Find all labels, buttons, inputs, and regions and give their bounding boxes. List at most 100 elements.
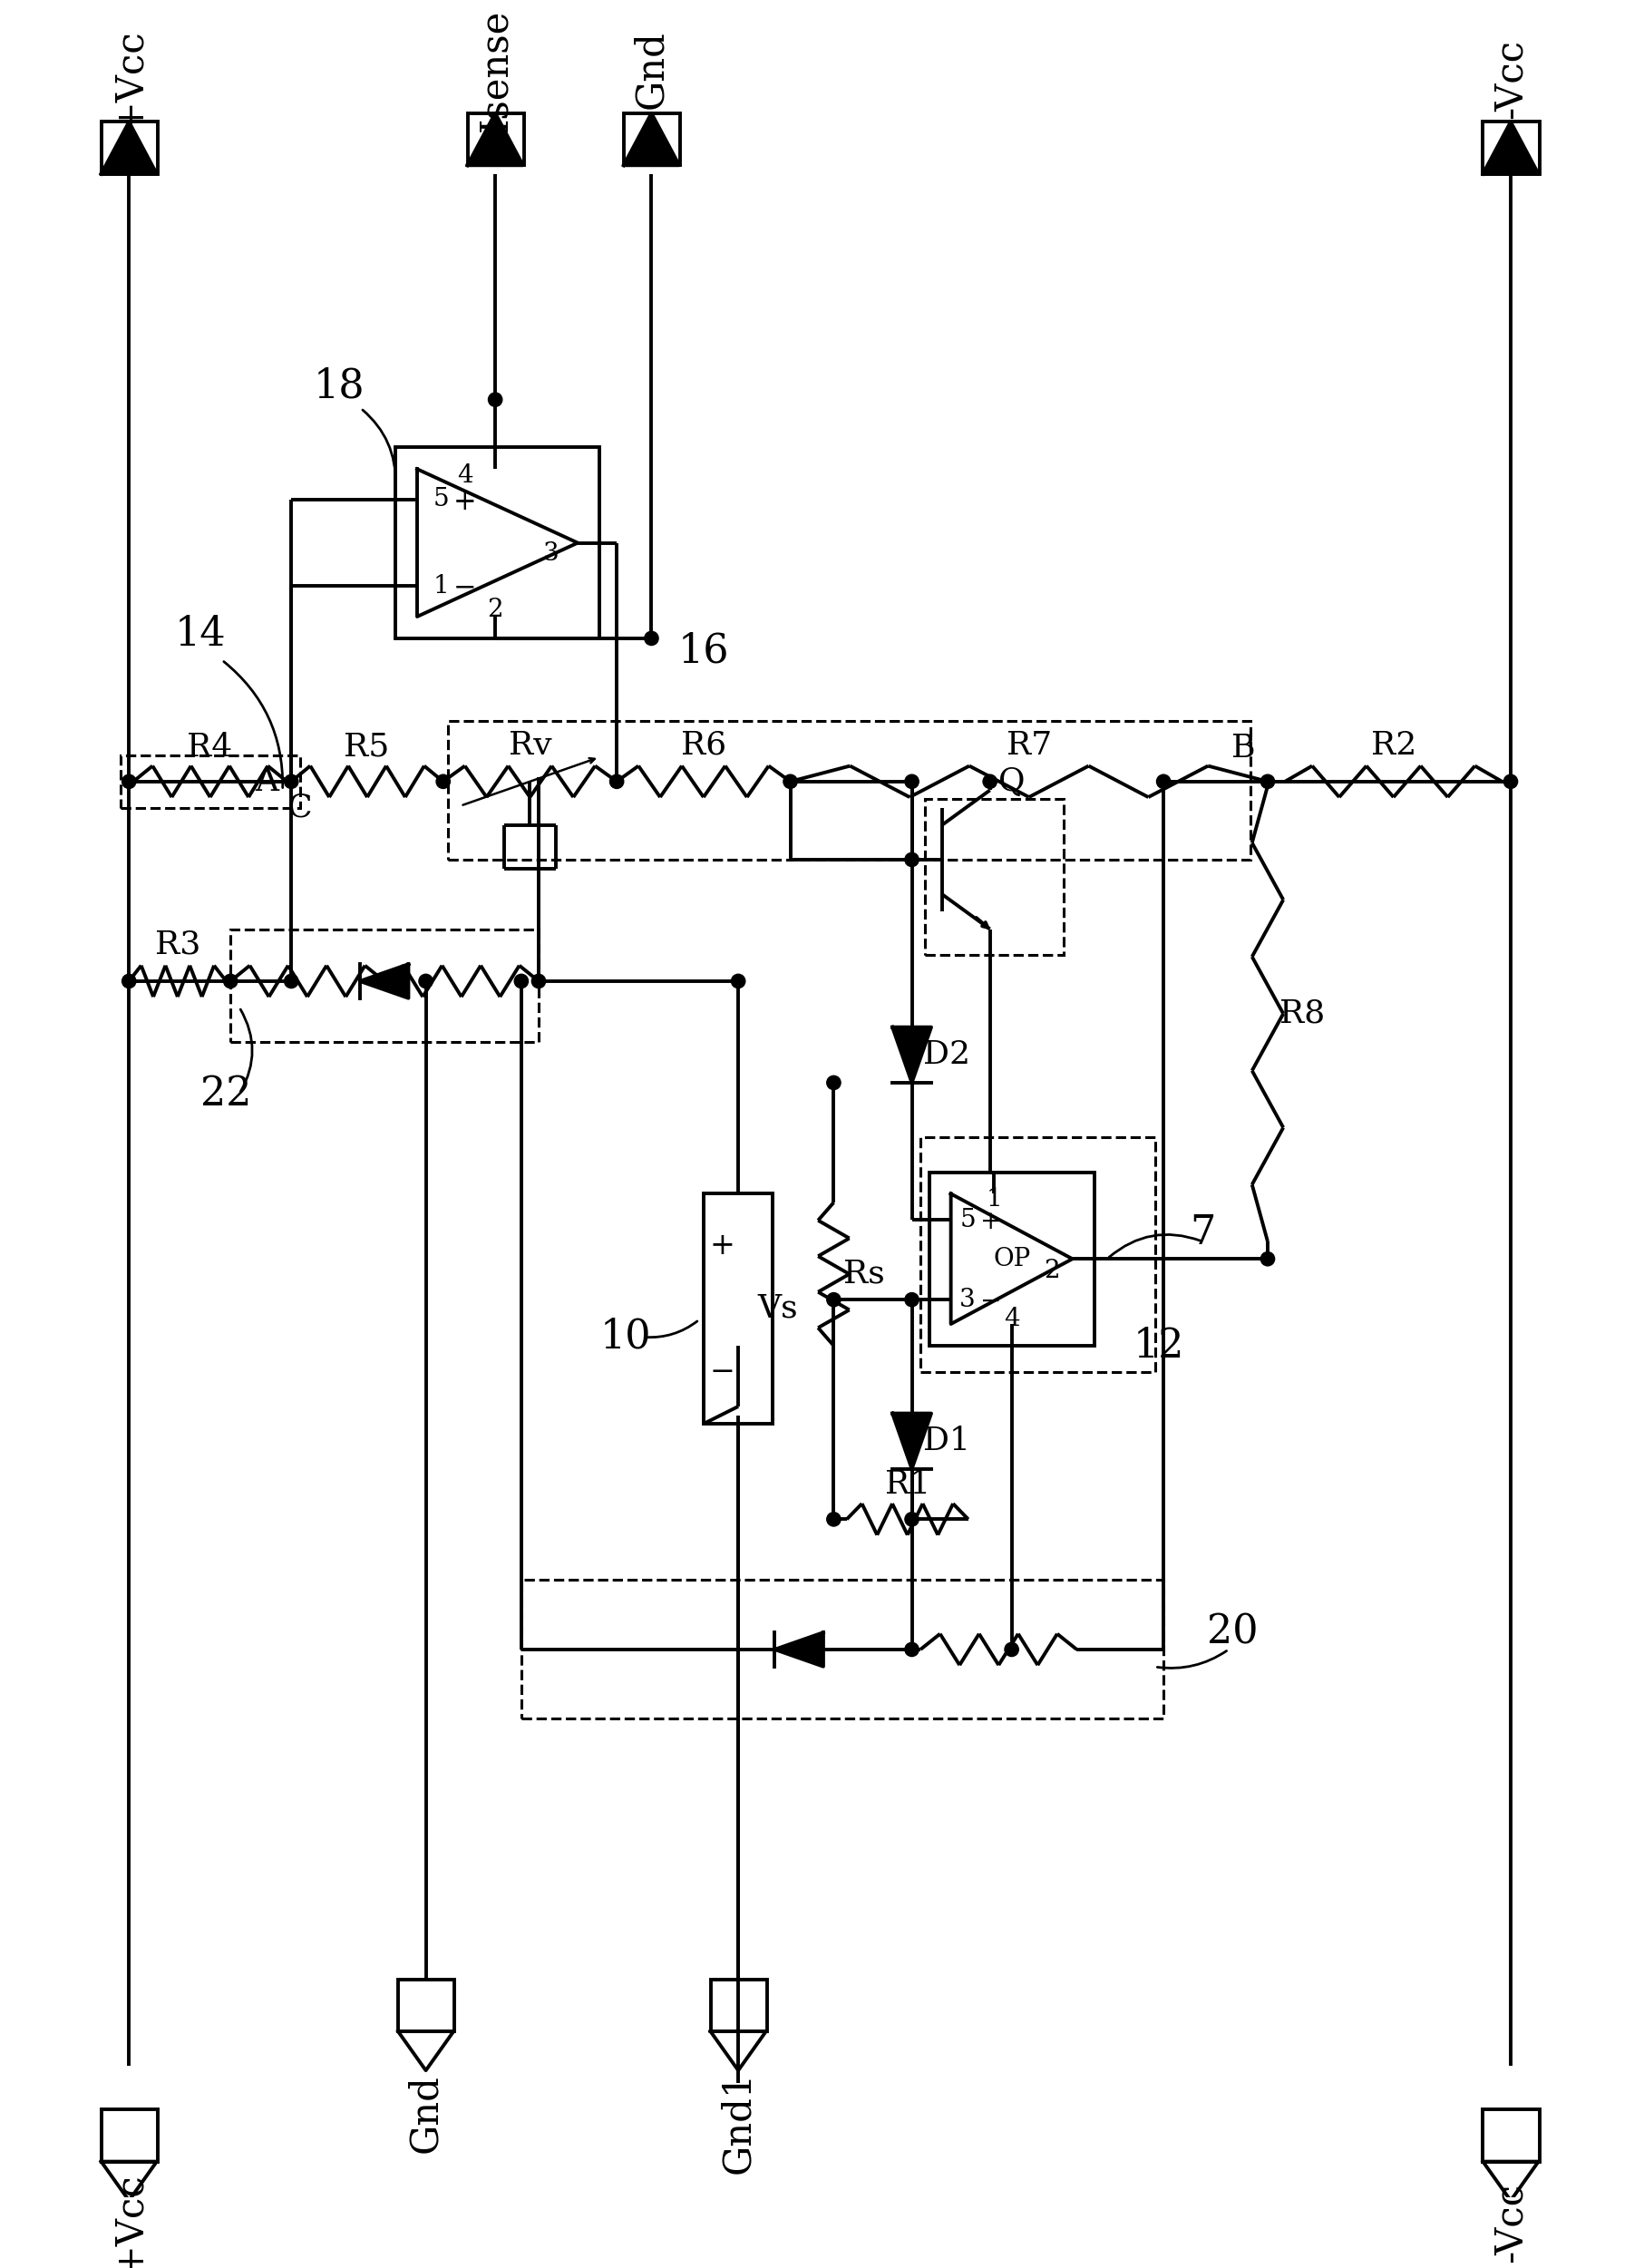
Text: 2: 2 xyxy=(487,596,503,621)
Text: −: − xyxy=(980,1288,1001,1313)
Text: Rs: Rs xyxy=(843,1259,884,1288)
Circle shape xyxy=(784,776,797,789)
Circle shape xyxy=(122,975,136,989)
Text: C: C xyxy=(288,792,312,823)
Text: Rv: Rv xyxy=(508,730,551,760)
Polygon shape xyxy=(893,1027,931,1082)
Bar xyxy=(1483,2109,1539,2161)
Polygon shape xyxy=(1483,122,1539,175)
Bar xyxy=(102,2109,158,2161)
Text: Vs: Vs xyxy=(758,1293,797,1325)
Text: 2: 2 xyxy=(1044,1259,1059,1284)
Circle shape xyxy=(904,776,919,789)
Text: Isense: Isense xyxy=(477,9,515,132)
Circle shape xyxy=(904,1642,919,1656)
Circle shape xyxy=(419,975,432,989)
Polygon shape xyxy=(360,964,408,998)
Text: 22: 22 xyxy=(201,1075,252,1114)
Text: 10: 10 xyxy=(600,1318,651,1356)
Text: +: + xyxy=(710,1232,735,1261)
Polygon shape xyxy=(102,122,156,175)
Circle shape xyxy=(1261,1252,1274,1266)
Circle shape xyxy=(644,631,658,646)
Polygon shape xyxy=(893,1413,931,1470)
Circle shape xyxy=(1004,1642,1019,1656)
Bar xyxy=(102,122,158,175)
Circle shape xyxy=(827,1293,840,1306)
Text: D2: D2 xyxy=(922,1039,970,1070)
Bar xyxy=(398,1980,454,2032)
Text: 4: 4 xyxy=(1003,1306,1019,1331)
Bar xyxy=(467,113,524,166)
Circle shape xyxy=(983,776,996,789)
Text: 4: 4 xyxy=(457,463,473,488)
Text: 18: 18 xyxy=(314,367,365,406)
Circle shape xyxy=(515,975,528,989)
Text: −: − xyxy=(454,574,477,601)
Text: 3: 3 xyxy=(960,1288,975,1311)
Circle shape xyxy=(376,975,391,989)
Text: B: B xyxy=(1231,733,1256,764)
Polygon shape xyxy=(467,113,523,166)
Text: 1: 1 xyxy=(432,574,449,599)
Text: 5: 5 xyxy=(432,488,449,513)
Bar xyxy=(929,1173,1095,1345)
Bar xyxy=(447,721,1251,860)
Text: OP: OP xyxy=(993,1247,1031,1270)
Text: Gnd: Gnd xyxy=(406,2075,446,2152)
Text: Gnd: Gnd xyxy=(633,29,671,109)
Text: R4: R4 xyxy=(187,730,232,762)
Text: 7: 7 xyxy=(1190,1213,1215,1252)
Bar xyxy=(710,1980,766,2032)
Text: 16: 16 xyxy=(677,633,730,671)
Bar xyxy=(396,447,600,637)
Text: R7: R7 xyxy=(1006,730,1052,760)
Text: -Vcc: -Vcc xyxy=(1491,2182,1529,2261)
Bar xyxy=(521,1581,1164,1719)
Circle shape xyxy=(904,853,919,866)
Text: R2: R2 xyxy=(1371,730,1415,760)
Text: 3: 3 xyxy=(543,542,559,565)
Circle shape xyxy=(122,776,136,789)
Bar xyxy=(704,1193,773,1424)
Circle shape xyxy=(1504,776,1517,789)
Text: R1: R1 xyxy=(884,1470,931,1499)
Bar xyxy=(120,755,299,807)
Text: Q: Q xyxy=(998,767,1024,796)
Bar xyxy=(623,113,681,166)
Text: D1: D1 xyxy=(922,1427,970,1456)
Circle shape xyxy=(436,776,450,789)
Polygon shape xyxy=(774,1633,824,1667)
Text: −: − xyxy=(710,1356,735,1386)
Text: +: + xyxy=(454,488,477,517)
Text: +: + xyxy=(980,1209,1001,1234)
Text: R5: R5 xyxy=(344,730,390,762)
Circle shape xyxy=(284,975,298,989)
Bar xyxy=(926,798,1064,955)
Circle shape xyxy=(732,975,745,989)
Text: R8: R8 xyxy=(1279,998,1325,1030)
Text: 5: 5 xyxy=(960,1207,975,1232)
Text: R3: R3 xyxy=(155,930,201,959)
Bar xyxy=(921,1136,1154,1372)
Text: 20: 20 xyxy=(1207,1613,1259,1651)
Text: 12: 12 xyxy=(1134,1327,1185,1365)
Circle shape xyxy=(284,776,298,789)
Bar xyxy=(1483,122,1539,175)
Circle shape xyxy=(488,392,501,406)
Circle shape xyxy=(904,1513,919,1526)
Bar xyxy=(230,930,539,1041)
Text: +Vcc: +Vcc xyxy=(110,2173,148,2268)
Circle shape xyxy=(1157,776,1171,789)
Text: A: A xyxy=(255,767,279,796)
Circle shape xyxy=(904,1293,919,1306)
Text: 14: 14 xyxy=(174,615,225,653)
Circle shape xyxy=(827,1513,840,1526)
Circle shape xyxy=(610,776,623,789)
Circle shape xyxy=(224,975,237,989)
Text: +Vcc: +Vcc xyxy=(110,27,148,129)
Circle shape xyxy=(531,975,546,989)
Circle shape xyxy=(827,1075,840,1089)
Text: R6: R6 xyxy=(681,730,727,760)
Text: 1: 1 xyxy=(986,1186,1003,1211)
